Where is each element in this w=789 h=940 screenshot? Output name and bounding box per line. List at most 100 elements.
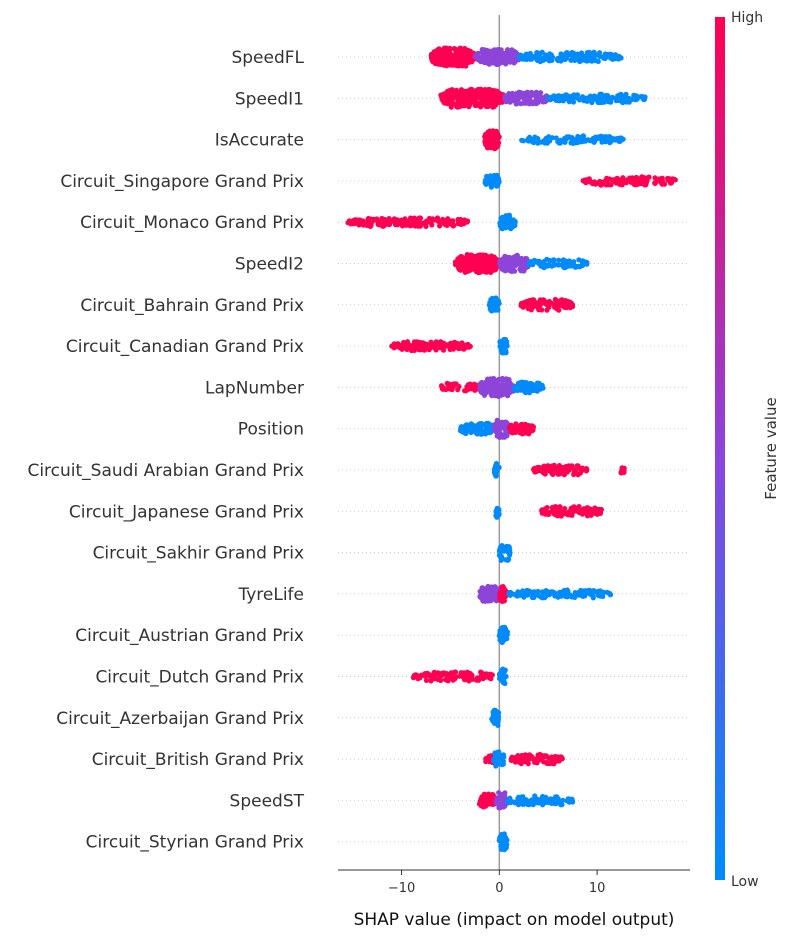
shap-point — [488, 387, 494, 394]
shap-point — [486, 255, 492, 261]
shap-point — [504, 342, 510, 348]
shap-point — [597, 91, 603, 97]
shap-point — [496, 134, 502, 140]
shap-point — [544, 139, 550, 145]
feature-row-points — [487, 295, 576, 314]
shap-point — [450, 91, 456, 97]
shap-point — [463, 261, 469, 267]
shap-point — [568, 465, 574, 471]
shap-point — [519, 382, 525, 388]
shap-point — [483, 95, 490, 101]
shap-point — [533, 796, 539, 802]
shap-point — [463, 48, 469, 55]
shap-point — [620, 175, 626, 181]
shap-point — [461, 61, 467, 67]
shap-point — [621, 469, 627, 475]
shap-point — [525, 389, 531, 395]
shap-point — [530, 589, 536, 595]
shap-point — [532, 259, 538, 265]
shap-point — [505, 98, 511, 104]
feature-label: LapNumber — [205, 378, 304, 398]
shap-point — [529, 424, 536, 430]
shap-point — [454, 88, 460, 95]
shap-point — [541, 258, 547, 265]
shap-point — [503, 419, 509, 425]
shap-point — [489, 57, 495, 63]
shap-point — [601, 134, 607, 140]
shap-point — [585, 589, 591, 596]
shap-point — [570, 99, 577, 105]
feature-row-points — [496, 624, 510, 646]
shap-point — [493, 509, 499, 515]
shap-point — [572, 57, 578, 64]
shap-point — [469, 265, 475, 271]
shap-point — [511, 48, 517, 54]
colorbar-gradient — [715, 17, 725, 880]
shap-point — [477, 799, 483, 805]
feature-label: Position — [238, 420, 304, 440]
shap-point — [497, 343, 503, 349]
shap-point — [538, 799, 544, 805]
shap-point — [538, 263, 544, 269]
shap-point — [523, 52, 529, 58]
shap-point — [498, 554, 504, 561]
shap-point — [571, 94, 577, 100]
shap-point — [452, 669, 459, 676]
shap-point — [458, 670, 464, 676]
shap-point — [418, 342, 424, 348]
shap-point — [466, 386, 472, 392]
shap-point — [499, 419, 505, 425]
shap-point — [555, 262, 562, 268]
shap-point — [652, 175, 658, 181]
shap-point — [519, 264, 525, 270]
shap-point — [433, 339, 439, 345]
shap-point — [590, 594, 596, 600]
shap-point — [483, 793, 489, 799]
shap-point — [516, 54, 522, 60]
shap-point — [380, 223, 386, 229]
shap-point — [617, 92, 623, 98]
shap-point — [495, 722, 501, 729]
shap-point — [474, 430, 480, 436]
shap-point — [475, 260, 481, 266]
shap-point — [498, 54, 504, 60]
shap-point — [400, 344, 406, 350]
shap-point — [534, 57, 541, 64]
shap-point — [498, 836, 504, 842]
shap-point — [448, 104, 454, 110]
shap-point — [506, 220, 512, 226]
shap-point — [555, 305, 561, 311]
shap-point — [411, 339, 418, 345]
feature-row-points — [483, 749, 565, 769]
shap-point — [516, 95, 522, 101]
shap-point — [560, 470, 567, 477]
feature-row-points — [452, 252, 590, 276]
shap-point — [496, 759, 502, 765]
shap-point — [506, 556, 512, 562]
shap-point — [416, 222, 422, 228]
shap-point — [555, 468, 561, 474]
shap-point — [519, 421, 525, 427]
shap-point — [618, 136, 624, 142]
shap-point — [544, 467, 551, 473]
shap-point — [485, 103, 491, 110]
shap-point — [483, 801, 489, 807]
shap-point — [521, 268, 527, 274]
shap-point — [519, 302, 525, 308]
shap-point — [503, 224, 509, 230]
feature-label: Circuit_Singapore Grand Prix — [60, 172, 304, 192]
shap-point — [434, 55, 440, 61]
shap-point — [516, 100, 522, 106]
shap-point — [479, 102, 485, 108]
shap-point — [441, 98, 448, 104]
shap-point — [450, 346, 456, 352]
shap-point — [423, 677, 430, 684]
shap-point — [491, 377, 497, 383]
shap-point — [517, 430, 523, 436]
shap-point — [497, 594, 503, 601]
shap-point — [536, 465, 542, 471]
shap-point — [526, 381, 532, 387]
shap-point — [576, 504, 582, 510]
shap-point — [446, 60, 452, 66]
